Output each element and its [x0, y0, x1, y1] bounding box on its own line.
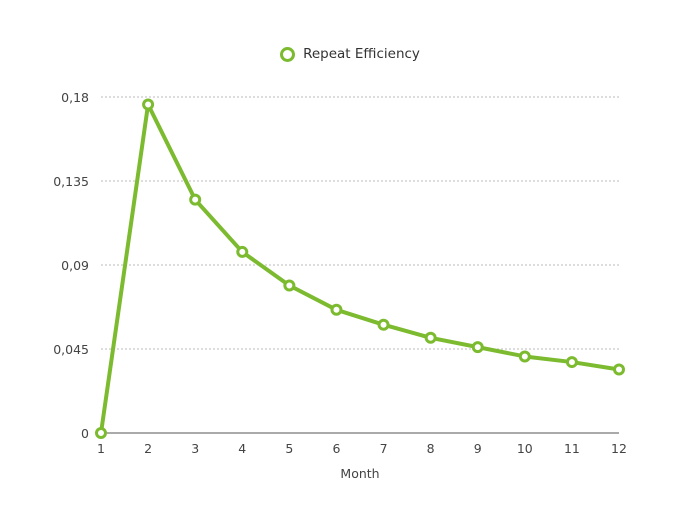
data-point-marker[interactable]	[236, 245, 249, 258]
legend-circle-marker-icon	[280, 46, 296, 62]
data-point-marker[interactable]	[518, 350, 531, 363]
y-tick-label: 0,09	[61, 258, 89, 273]
series-line	[99, 102, 621, 435]
y-tick-label: 0,135	[53, 174, 89, 189]
y-tick-label: 0	[81, 426, 89, 441]
x-tick-label: 3	[191, 441, 199, 456]
x-tick-label: 6	[332, 441, 340, 456]
data-point-marker[interactable]	[377, 318, 390, 331]
x-tick-label: 9	[474, 441, 482, 456]
y-tick-label: 0,18	[61, 90, 89, 105]
data-point-marker[interactable]	[471, 341, 484, 354]
data-point-marker[interactable]	[189, 193, 202, 206]
data-point-marker[interactable]	[95, 427, 107, 439]
x-tick-label: 4	[238, 441, 246, 456]
x-tick-label: 10	[517, 441, 533, 456]
x-axis-title: Month	[340, 466, 379, 481]
legend-item[interactable]: Repeat Efficiency	[280, 46, 420, 62]
x-tick-label: 8	[427, 441, 435, 456]
x-tick-label: 7	[380, 441, 388, 456]
x-tick-label: 2	[144, 441, 152, 456]
data-point-marker[interactable]	[424, 331, 437, 344]
x-tick-label: 5	[285, 441, 293, 456]
data-point-marker[interactable]	[330, 303, 343, 316]
legend-label: Repeat Efficiency	[303, 46, 420, 62]
x-tick-label: 1	[97, 441, 105, 456]
x-tick-label: 12	[611, 441, 627, 456]
data-point-marker[interactable]	[613, 363, 625, 376]
data-point-marker[interactable]	[565, 356, 578, 369]
legend: Repeat Efficiency	[0, 46, 700, 66]
data-point-marker[interactable]	[142, 98, 155, 111]
x-tick-label: 11	[564, 441, 580, 456]
y-tick-label: 0,045	[53, 342, 89, 357]
data-point-marker[interactable]	[283, 279, 296, 292]
